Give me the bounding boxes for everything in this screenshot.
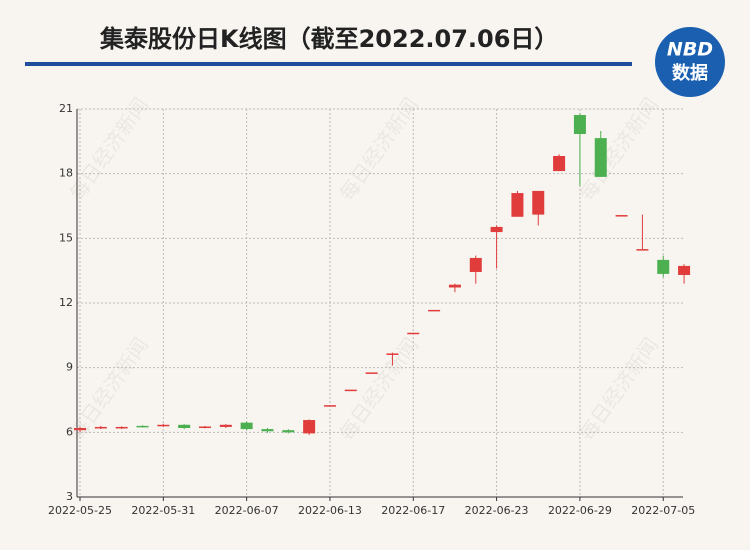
candle-body — [115, 426, 128, 429]
y-tick-label: 15 — [59, 231, 73, 244]
candle-body — [136, 425, 149, 428]
logo-top: NBD — [667, 39, 713, 61]
x-tick-label: 2022-05-31 — [131, 504, 195, 517]
candle-body — [94, 426, 107, 429]
x-tick-label: 2022-06-23 — [465, 504, 529, 517]
chart-title: 集泰股份日K线图（截至2022.07.06日） — [99, 25, 558, 53]
candle-body — [511, 193, 524, 217]
logo — [655, 27, 725, 97]
candle-body — [344, 389, 357, 392]
candle-body — [636, 249, 649, 251]
candle-body — [594, 138, 607, 177]
candle-body — [657, 259, 670, 274]
y-tick-label: 12 — [59, 296, 73, 309]
x-tick-label: 2022-05-25 — [48, 504, 112, 517]
candle-body — [407, 332, 420, 335]
y-tick-label: 6 — [66, 425, 73, 438]
candle-body — [469, 257, 482, 272]
candle-body — [365, 372, 378, 374]
candle-body — [157, 424, 170, 427]
candle-body — [573, 115, 586, 135]
candle-body — [323, 405, 336, 407]
logo-bottom: 数据 — [672, 62, 708, 84]
candle-body — [261, 429, 274, 432]
candle-body — [240, 422, 253, 430]
y-tick-label: 21 — [59, 102, 73, 115]
x-tick-label: 2022-06-17 — [381, 504, 445, 517]
y-tick-label: 3 — [66, 490, 73, 503]
x-tick-label: 2022-07-05 — [631, 504, 695, 517]
candle-body — [615, 215, 628, 217]
candle-body — [178, 424, 191, 429]
y-tick-label: 18 — [59, 167, 73, 180]
candle-body — [532, 190, 545, 215]
candle-body — [74, 428, 86, 431]
candle-body — [386, 353, 399, 355]
candle-body — [490, 226, 503, 233]
x-tick-label: 2022-06-13 — [298, 504, 362, 517]
candle-body — [282, 430, 295, 433]
candle-body — [678, 265, 691, 275]
x-tick-label: 2022-06-29 — [548, 504, 612, 517]
x-tick-label: 2022-06-07 — [215, 504, 279, 517]
title-rule — [25, 62, 632, 66]
candle-body — [198, 426, 211, 429]
candle-body — [303, 420, 316, 434]
candle-body — [448, 284, 461, 288]
candle-body — [553, 155, 566, 172]
candle-body — [428, 309, 441, 312]
candle-body — [219, 424, 232, 427]
y-tick-label: 9 — [66, 361, 73, 374]
